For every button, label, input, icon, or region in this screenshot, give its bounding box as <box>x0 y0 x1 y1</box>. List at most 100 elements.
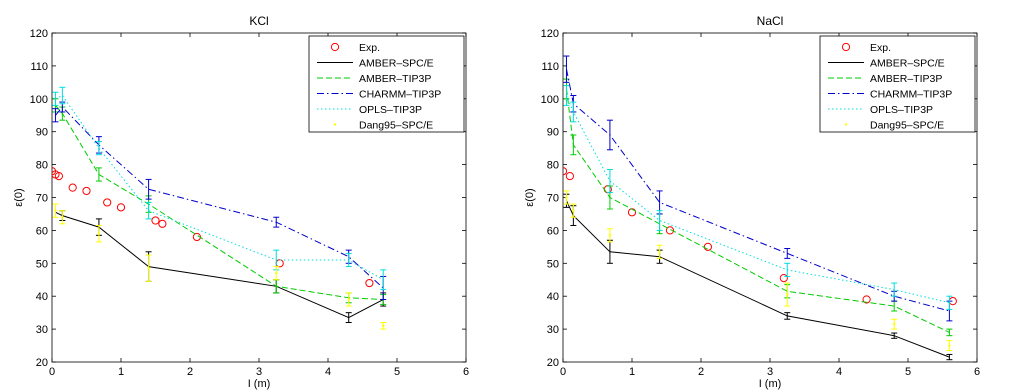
series-line <box>55 211 384 319</box>
data-point <box>158 219 167 228</box>
data-point <box>572 209 575 212</box>
series-line <box>55 105 384 300</box>
y-tick-label: 90 <box>547 127 559 139</box>
data-point <box>103 198 112 207</box>
legend-label: AMBER–TIP3P <box>870 73 942 85</box>
y-tick-label: 30 <box>547 324 559 336</box>
y-tick-label: 120 <box>30 28 48 40</box>
data-point <box>703 242 713 251</box>
x-tick-label: 2 <box>698 366 704 378</box>
plot-series-group <box>563 55 957 361</box>
data-point <box>275 271 278 275</box>
data-point <box>97 232 101 235</box>
data-point <box>54 209 57 212</box>
data-point <box>82 186 91 196</box>
y-tick-label: 20 <box>547 357 559 369</box>
series-amber-spc-e <box>563 193 953 361</box>
data-point <box>54 172 64 181</box>
x-tick-label: 5 <box>905 366 911 378</box>
legend-label: CHARMM–TIP3P <box>870 89 952 101</box>
legend-label: Dang95–SPC/E <box>870 120 944 132</box>
legend-marker <box>844 123 848 126</box>
y-axis-label: ε(0) <box>524 188 536 206</box>
data-point <box>658 250 661 253</box>
y-tick-label: 20 <box>36 357 48 369</box>
data-point <box>275 259 284 268</box>
legend: Exp. AMBER–SPC/E AMBER–TIP3P CHARMM–TIP3P OP… <box>308 35 465 133</box>
x-tick-label: 4 <box>325 366 331 378</box>
x-tick-label: 6 <box>974 366 980 378</box>
series-opls-tip3p <box>52 86 387 291</box>
legend: Exp. AMBER–SPC/E AMBER–TIP3P CHARMM–TIP3P OP… <box>819 35 976 133</box>
data-point <box>382 324 385 328</box>
x-tick-label: 5 <box>394 366 400 378</box>
legend-label: OPLS–TIP3P <box>359 104 422 116</box>
data-point <box>608 234 612 237</box>
data-point <box>948 344 951 347</box>
legend-marker <box>841 42 851 52</box>
data-point <box>151 216 160 225</box>
legend-label: AMBER–SPC/E <box>870 58 945 70</box>
x-tick-label: 0 <box>560 366 566 378</box>
y-tick-label: 110 <box>541 61 559 73</box>
legend-marker <box>330 42 340 52</box>
data-point <box>147 267 150 270</box>
y-tick-label: 70 <box>547 193 559 205</box>
chart-title: KCl <box>249 14 268 28</box>
data-point <box>665 226 675 235</box>
y-tick-label: 40 <box>36 291 48 303</box>
data-point <box>347 298 350 301</box>
legend-marker <box>333 123 337 126</box>
legend-label: AMBER–TIP3P <box>359 73 431 85</box>
data-point <box>565 196 568 199</box>
y-tick-label: 120 <box>541 28 559 40</box>
data-point <box>365 278 374 288</box>
y-tick-label: 70 <box>36 193 48 205</box>
x-axis-label: I (m) <box>248 378 271 390</box>
legend-label: Exp. <box>870 42 891 54</box>
x-tick-label: 1 <box>118 366 124 378</box>
data-point <box>116 203 126 212</box>
x-axis-label: I (m) <box>759 378 782 390</box>
x-tick-label: 3 <box>256 366 262 378</box>
legend-label: OPLS–TIP3P <box>870 104 933 116</box>
x-tick-label: 4 <box>836 366 842 378</box>
data-point <box>627 208 637 217</box>
y-tick-label: 100 <box>30 94 48 106</box>
x-tick-label: 3 <box>767 366 773 378</box>
data-point <box>61 216 64 219</box>
series-dang95-spc-e <box>563 190 953 351</box>
data-point <box>786 293 789 296</box>
y-tick-label: 110 <box>30 61 48 73</box>
y-tick-label: 50 <box>547 258 559 270</box>
series-amber-spc-e <box>55 210 387 324</box>
legend-label: Exp. <box>359 42 380 54</box>
series-opls-tip3p <box>563 85 953 310</box>
y-tick-label: 80 <box>36 160 48 172</box>
y-tick-label: 100 <box>541 94 559 106</box>
series-dang95-spc-e <box>52 203 387 330</box>
y-axis-label: ε(0) <box>13 188 25 206</box>
series-exp- <box>52 167 374 288</box>
data-point <box>68 183 77 192</box>
chart-title: NaCl <box>757 14 784 28</box>
plot-series-group <box>52 86 387 330</box>
chart-panel-nacl: NaCl 0 1 2 3 4 5 6 20 30 40 50 60 70 80 90 100 110 120 I (m… <box>524 14 980 390</box>
legend-frame <box>819 35 976 133</box>
legend-label: CHARMM–TIP3P <box>359 89 441 101</box>
y-tick-label: 60 <box>547 225 559 237</box>
series-line <box>566 200 950 358</box>
x-tick-label: 0 <box>49 366 55 378</box>
data-point <box>779 274 788 283</box>
data-point <box>565 172 575 181</box>
series-line <box>55 106 384 289</box>
legend-frame <box>308 35 465 133</box>
data-point <box>893 322 896 326</box>
y-tick-label: 80 <box>547 160 559 172</box>
x-tick-label: 2 <box>187 366 193 378</box>
data-point <box>563 167 568 176</box>
legend-label: AMBER–SPC/E <box>359 58 434 70</box>
y-tick-label: 30 <box>36 324 48 336</box>
chart-panel-kcl: KCl 0 1 2 3 4 5 6 20 30 40 50 60 70 80 90 100 110 120 I (m)… <box>13 14 469 390</box>
